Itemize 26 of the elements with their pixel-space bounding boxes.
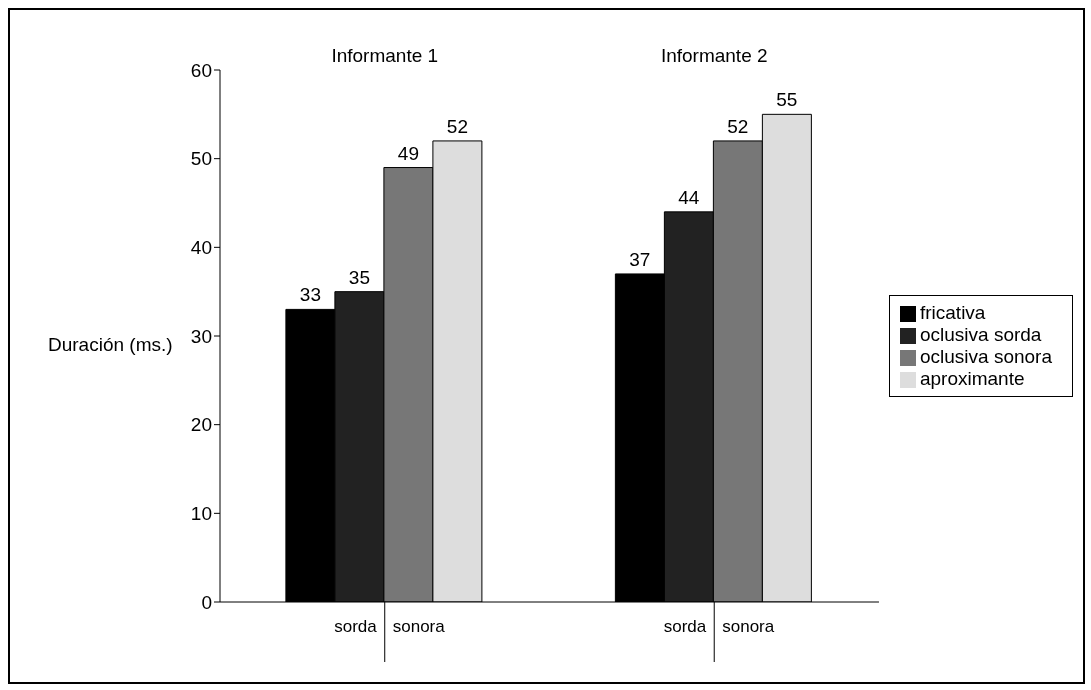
y-tick-label: 10 [190,503,212,525]
data-label: 37 [629,248,651,270]
data-label: 55 [776,89,798,111]
text: sorda [663,617,707,636]
x-tick-label: Informante 2 [660,45,768,66]
data-label: 49 [397,142,419,164]
y-tick-label: 50 [190,148,212,170]
data-label: 33 [299,284,321,306]
y-tick-label: 30 [190,325,212,347]
data-label: 52 [446,115,468,137]
y-axis-title: Duración (ms.) [48,333,174,357]
y-tick-label: 60 [190,59,212,81]
legend-label: aproximante [919,368,1025,389]
data-label: 35 [348,266,370,288]
text: sorda [334,617,378,636]
legend-label: oclusiva sonora [919,346,1052,367]
text: sonora [722,617,775,636]
y-tick-label: 0 [201,591,212,613]
x-tick-label: Informante 1 [331,45,439,66]
y-tick-label: 20 [190,414,212,436]
legend-label: oclusiva sorda [919,324,1042,345]
data-label: 44 [678,186,700,208]
data-label: 52 [727,115,749,137]
legend-label: fricativa [919,302,986,323]
y-tick-label: 40 [190,237,212,259]
text: sonora [392,617,446,636]
